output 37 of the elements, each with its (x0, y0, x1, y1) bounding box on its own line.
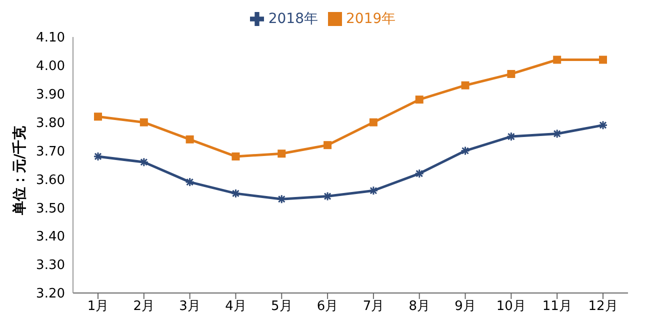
point (507, 70, 516, 78)
x-tick-label: 7月 (362, 299, 384, 314)
point (553, 56, 562, 64)
x-tick-label: 2月 (133, 299, 155, 314)
y-tick-label: 3.20 (36, 286, 65, 302)
point (369, 118, 378, 126)
y-tick-label: 3.60 (36, 172, 65, 188)
point (415, 96, 424, 104)
x-tick-label: 11月 (542, 299, 572, 314)
point (94, 112, 102, 121)
y-tick-label: 3.70 (36, 144, 65, 160)
point (140, 118, 148, 126)
point (324, 141, 332, 150)
legend-label: 2019年 (346, 11, 396, 27)
point (461, 81, 470, 90)
y-tick-label: 3.30 (36, 258, 65, 274)
x-tick-label: 1月 (87, 299, 109, 314)
point (599, 56, 607, 64)
y-tick-label: 3.80 (36, 116, 65, 131)
x-tick-label: 8月 (408, 299, 430, 314)
x-tick-label: 12月 (588, 299, 618, 314)
point (186, 135, 194, 144)
y-axis-title: 单位：元/千克 (10, 124, 28, 216)
x-tick-label: 5月 (270, 299, 292, 314)
y-tick-label: 4.10 (36, 30, 65, 46)
point (278, 150, 286, 158)
y-tick-label: 3.40 (36, 230, 65, 245)
point (232, 152, 240, 160)
x-tick-label: 10月 (496, 299, 526, 314)
x-tick-label: 6月 (316, 299, 338, 314)
y-tick-label: 3.50 (36, 201, 65, 216)
x-tick-label: 9月 (454, 299, 476, 314)
x-tick-label: 4月 (225, 299, 246, 314)
legend-label: 2018年 (268, 11, 318, 27)
y-tick-label: 3.90 (36, 88, 65, 103)
y-tick-label: 4.00 (36, 59, 65, 74)
x-tick-label: 3月 (179, 299, 200, 314)
